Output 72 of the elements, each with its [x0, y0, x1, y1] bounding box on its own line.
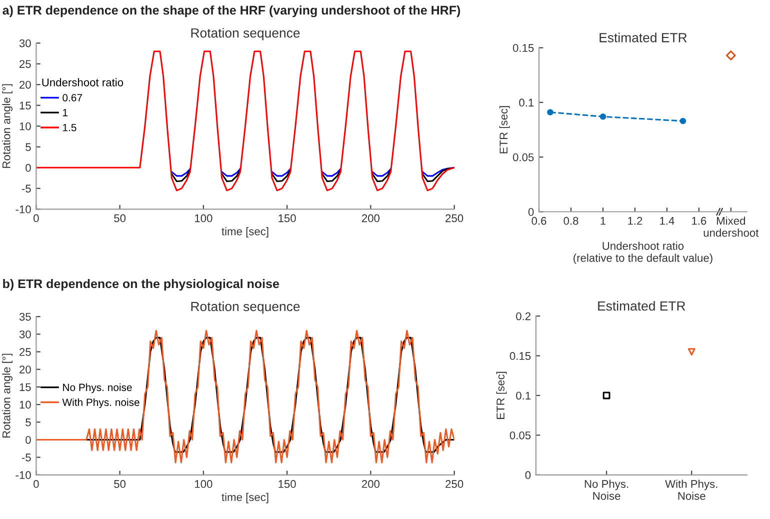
chart-title: Estimated ETR [598, 300, 686, 311]
x-tick-label: 1 [600, 217, 606, 225]
y-tick-label: 5 [26, 143, 31, 152]
line-series [36, 50, 454, 192]
y-tick-label: 0 [26, 436, 31, 444]
y-tick-label: 20 [20, 366, 31, 374]
y-tick-label: -5 [22, 454, 31, 462]
y-axis-title: ETR [sec] [499, 106, 510, 154]
y-tick-label: -5 [22, 184, 31, 193]
y-tick-label: 20 [20, 80, 31, 89]
legend-label: 1.5 [63, 124, 76, 132]
point [680, 118, 686, 124]
legend-label: No Phys. noise [63, 383, 132, 394]
x-tick-label: 200 [362, 214, 380, 222]
y-tick-label: 0.1 [519, 98, 534, 107]
x-tick-label: 100 [195, 480, 212, 488]
y-tick-label: 0 [26, 164, 31, 172]
x-tick-label: 150 [278, 214, 296, 222]
x-axis-title: Undershoot ratio (relative to the default value) [574, 242, 712, 264]
point [600, 114, 606, 120]
point [726, 50, 736, 60]
legend-label: With Phys. noise [62, 398, 140, 408]
x-tick-label: 0 [34, 214, 39, 222]
y-tick-label: 30 [19, 39, 31, 48]
y-tick-label: 30 [19, 330, 31, 338]
x-tick-label: 100 [195, 214, 212, 222]
text: a) ETR dependence on the shape of the HRF (varying undershoot of the HRF) [2, 5, 460, 18]
y-tick-label: 10 [20, 400, 31, 409]
y-axis-title: Rotation angle [°] [2, 354, 12, 438]
chart-title: Rotation sequence [191, 301, 300, 314]
x-tick-label: 1.6 [692, 216, 706, 225]
y-tick-label: 10 [20, 122, 31, 130]
x-tick-label: 1.4 [660, 217, 674, 225]
y-tick-label: -10 [16, 471, 31, 480]
text: b) ETR dependence on the physiological noise [3, 278, 279, 291]
x-tick-label: With Phys. Noise [665, 480, 718, 500]
y-tick-label: 0.2 [516, 312, 530, 320]
y-tick-label: 0.15 [510, 352, 531, 360]
y-axis-title: ETR [sec] [496, 372, 507, 419]
y-tick-label: -10 [16, 205, 31, 214]
legend-label: 1 [63, 109, 68, 116]
x-axis-title: time [sec] [222, 492, 268, 504]
y-tick-label: 25 [20, 348, 31, 356]
chart-title: Rotation sequence [191, 28, 300, 40]
y-tick-label: 0.05 [512, 153, 534, 162]
y-axis-title: Rotation angle [°] [2, 84, 12, 168]
x-tick-label: 0.6 [532, 216, 546, 225]
y-tick-label: 15 [20, 383, 31, 392]
point [547, 109, 554, 116]
x-tick-label: 200 [362, 480, 380, 488]
x-tick-label: 250 [446, 214, 464, 222]
legend-label: 0.67 [62, 94, 82, 102]
x-tick-label: 150 [278, 480, 296, 488]
x-tick-label: 50 [114, 480, 126, 488]
x-tick-label: 0 [34, 480, 39, 488]
y-tick-label: 0.15 [512, 44, 534, 52]
x-axis-title: time [sec] [222, 227, 268, 238]
y-tick-label: 0 [525, 471, 531, 480]
x-tick-label: 250 [446, 480, 464, 488]
y-tick-label: 0 [528, 208, 534, 216]
x-tick-label: 50 [114, 214, 126, 222]
chart-title: Estimated ETR [600, 32, 687, 42]
y-tick-label: 0.1 [516, 392, 531, 400]
x-tick-label: 1.2 [628, 216, 642, 225]
y-tick-label: 15 [20, 102, 31, 110]
y-tick-label: 5 [26, 418, 31, 426]
y-tick-label: 0.05 [510, 431, 531, 440]
y-tick-label: 35 [19, 312, 31, 321]
x-tick-label: 0.8 [564, 216, 578, 225]
x-tick-label: No Phys. Noise [584, 480, 628, 500]
legend-title: Undershoot ratio [42, 78, 124, 86]
y-tick-label: 25 [20, 60, 31, 68]
